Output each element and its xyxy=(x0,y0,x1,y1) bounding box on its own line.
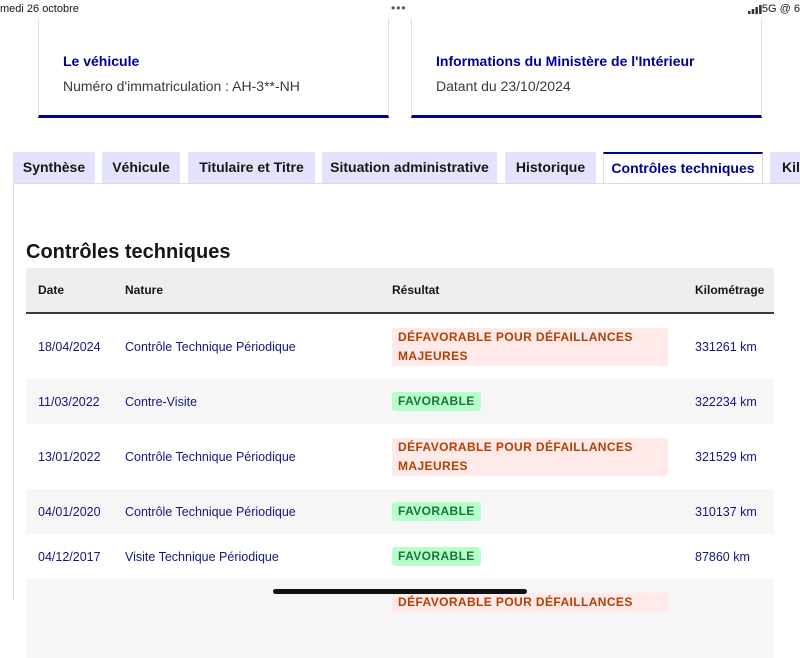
row: 18/04/2024 Contrôle Technique Périodique… xyxy=(26,313,774,379)
nature-cell: Contrôle Technique Périodique xyxy=(125,339,296,354)
mileage-cell xyxy=(683,579,774,658)
header-row: Date Nature Résultat Kilométrage xyxy=(26,268,774,314)
status-dots: ••• xyxy=(391,1,407,15)
info-card: Le véhicule Numéro d'immatriculation : A… xyxy=(38,19,389,118)
row: 04/12/2017 Visite Technique Périodique F… xyxy=(26,534,774,579)
signal-icon xyxy=(748,5,762,14)
mileage-cell: 322234 km xyxy=(695,394,757,409)
date-cell: 11/03/2022 xyxy=(38,394,100,409)
result-badge: FAVORABLE xyxy=(392,547,481,566)
status-network: 5G @ 6 xyxy=(761,3,800,15)
home-indicator xyxy=(273,589,527,594)
nature-cell: Visite Technique Périodique xyxy=(125,549,279,564)
card-text: Datant du 23/10/2024 xyxy=(436,78,571,94)
tab[interactable]: Titulaire et Titre xyxy=(188,152,315,183)
tab[interactable]: Historique xyxy=(505,152,596,183)
nature-cell: Contre-Visite xyxy=(125,394,198,409)
tab[interactable]: Synthèse xyxy=(13,152,95,183)
result-cell: DÉFAVORABLE POUR DÉFAILLANCES MAJEURES xyxy=(380,424,683,489)
tab-panel xyxy=(13,183,800,600)
result-badge: DÉFAVORABLE POUR DÉFAILLANCES xyxy=(392,593,668,612)
result-badge: DÉFAVORABLE POUR DÉFAILLANCES MAJEURES xyxy=(392,437,668,476)
result-badge: FAVORABLE xyxy=(392,392,481,411)
date-cell: 13/01/2022 xyxy=(38,449,101,464)
tab-active[interactable]: Contrôles techniques xyxy=(603,152,763,183)
screen: {"status_bar": {"date": "medi 26 octobre… xyxy=(0,0,800,612)
row: 11/03/2022 Contre-Visite FAVORABLE 32223… xyxy=(26,379,774,424)
date-cell: 18/04/2024 xyxy=(38,339,101,354)
header-area: Le véhicule Numéro d'immatriculation : A… xyxy=(0,19,800,149)
date-cell xyxy=(26,579,113,658)
result-cell: FAVORABLE xyxy=(380,489,683,534)
status-bar: medi 26 octobre ••• 5G @ 6 xyxy=(0,0,800,19)
section-title: Contrôles techniques xyxy=(26,241,231,263)
mileage-cell: 310137 km xyxy=(695,504,757,519)
card-text: Numéro d'immatriculation : AH-3**-NH xyxy=(63,78,300,94)
card-title: Le véhicule xyxy=(63,53,140,69)
tab[interactable]: Véhicule xyxy=(102,152,180,183)
column-header: Nature xyxy=(113,268,380,314)
tab[interactable]: Situation administrative xyxy=(322,152,497,183)
column-header: Date xyxy=(26,268,113,314)
mileage-cell: 331261 km xyxy=(695,339,757,354)
column-header: Résultat xyxy=(380,268,683,314)
tab[interactable]: Kilo xyxy=(770,152,800,183)
mileage-cell: 321529 km xyxy=(695,449,757,464)
date-cell: 04/01/2020 xyxy=(38,504,101,519)
nature-cell: Contrôle Technique Périodique xyxy=(125,504,296,519)
result-cell: FAVORABLE xyxy=(380,379,683,424)
row: 04/01/2020 Contrôle Technique Périodique… xyxy=(26,489,774,534)
status-date: medi 26 octobre xyxy=(0,3,79,15)
result-cell: DÉFAVORABLE POUR DÉFAILLANCES MAJEURES xyxy=(380,313,683,379)
page: Contrôles techniques html, body { margin… xyxy=(0,0,800,612)
result-badge: DÉFAVORABLE POUR DÉFAILLANCES MAJEURES xyxy=(392,327,668,366)
column-header: Kilométrage xyxy=(683,268,774,314)
result-badge: FAVORABLE xyxy=(392,502,481,521)
date-cell: 04/12/2017 xyxy=(38,549,101,564)
result-cell: FAVORABLE xyxy=(380,534,683,579)
info-card: Informations du Ministère de l'Intérieur… xyxy=(411,19,762,118)
mileage-cell: 87860 km xyxy=(695,549,750,564)
row: 13/01/2022 Contrôle Technique Périodique… xyxy=(26,424,774,489)
card-title: Informations du Ministère de l'Intérieur xyxy=(436,53,695,69)
nature-cell: Contrôle Technique Périodique xyxy=(125,449,296,464)
